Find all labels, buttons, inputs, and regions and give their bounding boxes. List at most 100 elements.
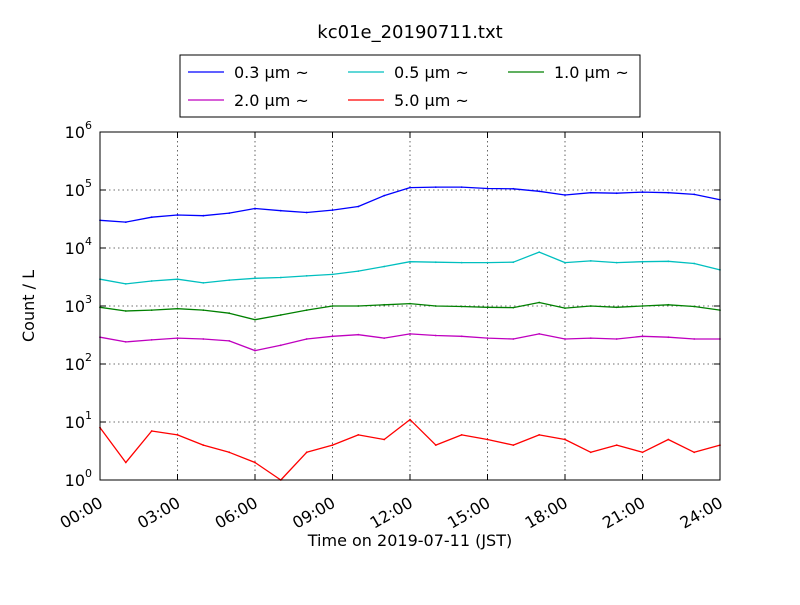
data-point-4 xyxy=(228,451,231,454)
data-point-2 xyxy=(538,301,541,304)
data-point-0 xyxy=(615,192,618,195)
data-point-2 xyxy=(409,302,411,305)
y-tick-label: 100 xyxy=(65,467,92,490)
y-axis-label: Count / L xyxy=(19,270,38,342)
data-point-3 xyxy=(564,338,566,340)
data-point-4 xyxy=(460,434,463,436)
data-point-3 xyxy=(512,338,515,340)
data-point-3 xyxy=(460,335,463,338)
data-point-1 xyxy=(124,283,127,285)
data-point-2 xyxy=(434,305,437,307)
data-point-0 xyxy=(279,209,282,212)
x-tick-label: 15:00 xyxy=(444,493,493,533)
data-point-4 xyxy=(383,438,386,441)
data-point-0 xyxy=(124,221,127,224)
data-point-1 xyxy=(615,261,618,264)
data-point-0 xyxy=(486,187,489,190)
y-tick-label: 106 xyxy=(65,119,92,142)
data-point-1 xyxy=(564,261,566,264)
data-point-1 xyxy=(589,260,592,262)
data-point-3 xyxy=(641,335,644,338)
legend-label-4: 5.0 μm ~ xyxy=(394,91,469,110)
data-point-3 xyxy=(409,333,411,335)
data-point-0 xyxy=(176,214,179,216)
data-point-1 xyxy=(305,275,308,277)
data-point-1 xyxy=(460,261,463,264)
data-point-4 xyxy=(589,451,592,454)
data-point-4 xyxy=(512,444,515,446)
data-point-2 xyxy=(279,314,282,316)
data-point-2 xyxy=(228,312,231,315)
legend-label-2: 1.0 μm ~ xyxy=(554,63,629,82)
data-point-0 xyxy=(460,186,463,189)
data-point-0 xyxy=(641,191,644,194)
data-point-1 xyxy=(434,261,437,264)
data-point-0 xyxy=(434,186,437,189)
y-tick-label: 102 xyxy=(65,351,92,374)
data-point-1 xyxy=(667,260,670,263)
data-point-2 xyxy=(667,303,670,306)
data-point-0 xyxy=(667,191,670,194)
data-point-2 xyxy=(176,307,179,310)
data-point-2 xyxy=(202,309,205,311)
data-point-0 xyxy=(331,209,334,212)
data-point-2 xyxy=(331,305,334,307)
x-tick-label: 21:00 xyxy=(599,493,648,533)
data-point-3 xyxy=(486,337,489,339)
data-point-2 xyxy=(486,306,489,309)
data-point-3 xyxy=(150,339,153,341)
data-point-0 xyxy=(383,194,386,197)
legend-label-3: 2.0 μm ~ xyxy=(234,91,309,110)
y-tick-label: 103 xyxy=(65,293,92,316)
data-point-2 xyxy=(124,310,127,312)
data-point-3 xyxy=(357,333,360,336)
data-point-0 xyxy=(693,193,696,196)
data-point-1 xyxy=(641,260,644,263)
data-point-3 xyxy=(383,337,386,339)
data-point-0 xyxy=(564,194,566,196)
x-tick-label: 24:00 xyxy=(677,493,726,533)
data-point-3 xyxy=(667,336,670,339)
data-point-4 xyxy=(667,438,670,441)
data-point-4 xyxy=(564,438,566,441)
data-point-1 xyxy=(693,262,696,265)
x-tick-label: 12:00 xyxy=(367,493,416,533)
data-point-4 xyxy=(331,444,334,446)
data-point-1 xyxy=(228,279,231,281)
data-point-0 xyxy=(228,212,231,215)
legend-label-0: 0.3 μm ~ xyxy=(234,63,309,82)
data-point-4 xyxy=(434,444,437,446)
data-point-1 xyxy=(202,282,205,284)
data-point-1 xyxy=(486,261,489,264)
data-point-4 xyxy=(409,418,411,421)
data-point-3 xyxy=(305,338,308,340)
data-point-3 xyxy=(228,340,231,342)
data-point-1 xyxy=(538,251,541,254)
data-point-0 xyxy=(512,187,515,190)
data-point-0 xyxy=(538,190,541,193)
data-point-4 xyxy=(486,438,489,441)
legend: 0.3 μm ~ 0.5 μm ~ 1.0 μm ~ 2.0 μm ~ 5.0 μm ~ xyxy=(179,54,641,118)
x-tick-label: 03:00 xyxy=(134,493,183,533)
legend-frame xyxy=(179,54,641,118)
data-point-2 xyxy=(641,305,644,307)
data-point-4 xyxy=(693,451,696,454)
data-point-4 xyxy=(641,451,644,454)
data-point-1 xyxy=(357,270,360,272)
data-point-0 xyxy=(357,205,360,208)
data-point-3 xyxy=(538,333,541,335)
data-point-2 xyxy=(512,306,515,309)
y-tick-label: 104 xyxy=(65,235,92,258)
data-point-1 xyxy=(279,276,282,279)
data-point-1 xyxy=(512,261,515,264)
y-tick-label: 101 xyxy=(65,409,92,432)
x-tick-label: 06:00 xyxy=(212,493,261,533)
data-point-2 xyxy=(589,305,592,307)
x-tick-label: 00:00 xyxy=(57,493,106,533)
data-point-2 xyxy=(305,309,308,311)
data-point-4 xyxy=(124,461,127,464)
data-point-3 xyxy=(254,349,256,352)
data-point-3 xyxy=(331,335,334,338)
data-point-0 xyxy=(254,207,256,210)
